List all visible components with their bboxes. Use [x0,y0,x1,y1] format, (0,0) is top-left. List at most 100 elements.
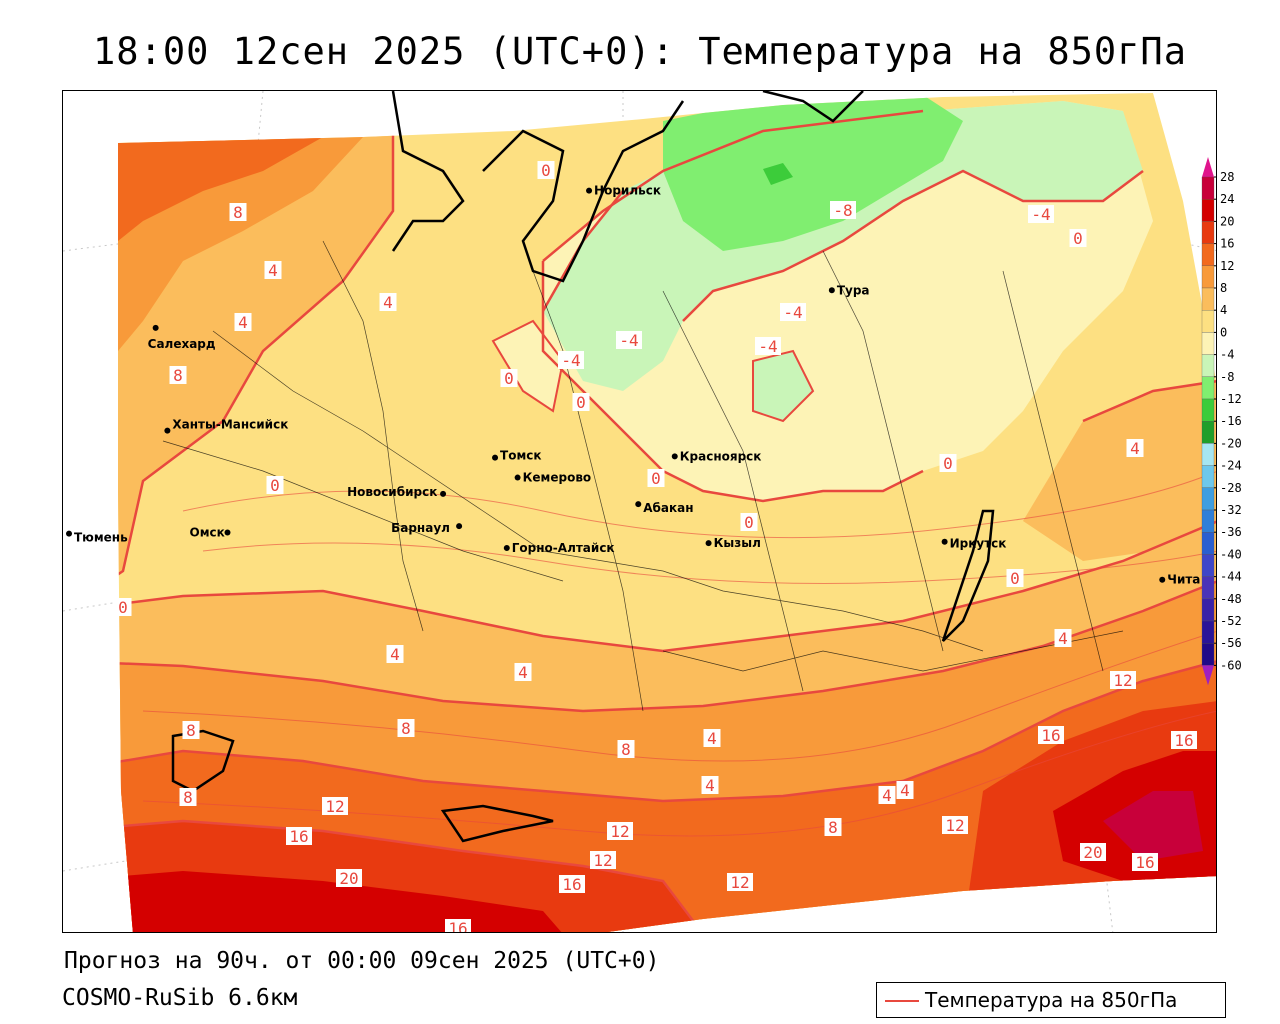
city-label: Чита [1167,573,1200,587]
contour-label: 0 [500,369,518,388]
contour-label: 16 [445,919,471,932]
svg-text:4: 4 [1130,439,1140,458]
band-12-16-nw [118,137,323,241]
city-label: Тура [837,283,870,297]
city-label: Кызыл [714,536,761,550]
colorbar: 28 24 20 16 12 8 4 0 -4 -8 -12 -16 -20 -24 -28 -32 -36 -4… [1201,157,1242,686]
colorbar-tick-label: 0 [1220,325,1227,339]
svg-text:-4: -4 [619,331,638,350]
svg-text:4: 4 [882,786,892,805]
contour-label: 4 [514,663,532,682]
colorbar-tick-label: 28 [1220,170,1234,184]
svg-text:8: 8 [621,740,631,759]
contour-label: 16 [286,827,312,846]
svg-text:16: 16 [1135,853,1154,872]
colorbar-segment [1201,354,1215,377]
city-label: Норильск [594,184,661,198]
svg-text:-4: -4 [783,303,802,322]
colorbar-segment [1201,176,1215,200]
contour-label: 12 [322,797,348,816]
svg-text:-8: -8 [833,201,852,220]
band-minus8-minus4-tura [753,351,813,421]
temperature-field [118,93,1216,932]
contour-label: 12 [607,822,633,841]
city-marker: Тюмень [66,530,128,545]
city-label: Салехард [148,337,216,351]
contour-label: 0 [537,161,555,180]
city-marker: Чита [1159,573,1200,587]
city-marker: Барнаул [391,521,463,535]
colorbar-tick-label: -28 [1220,481,1242,495]
svg-text:4: 4 [518,663,528,682]
city-label: Новосибирск [347,485,437,499]
contour-label: 8 [182,721,200,740]
svg-text:-4: -4 [1031,205,1050,224]
colorbar-segment [1201,421,1215,444]
contour-label: 8 [179,788,197,807]
svg-text:8: 8 [186,721,196,740]
city-marker: Иркутск [941,537,1007,551]
city-marker: Тура [828,283,870,297]
svg-text:8: 8 [401,719,411,738]
city-dot-icon [164,427,171,434]
contour-label: 12 [590,851,616,870]
contour-label: 8 [229,203,247,222]
city-label: Тюмень [74,531,128,545]
city-marker: Салехард [148,324,216,351]
svg-text:4: 4 [383,293,393,312]
svg-text:20: 20 [339,869,358,888]
contour-label: -4 [780,303,806,322]
svg-text:0: 0 [651,469,661,488]
svg-text:0: 0 [1073,229,1083,248]
colorbar-tick-label: -56 [1220,636,1242,650]
coastlines [171,91,995,843]
svg-text:-4: -4 [561,351,580,370]
svg-text:16: 16 [289,827,308,846]
band-minus16-minus12 [763,163,793,185]
svg-text:4: 4 [707,729,717,748]
contour-label: 4 [234,313,252,332]
city-label: Томск [500,449,542,463]
contour-label: 20 [1080,843,1106,862]
colorbar-segment [1201,643,1215,666]
svg-text:0: 0 [504,369,514,388]
city-marker: Норильск [586,184,661,198]
colorbar-tick-label: 12 [1220,259,1234,273]
svg-text:4: 4 [268,261,278,280]
legend-line-swatch [885,1000,919,1002]
contour-label: 4 [701,776,719,795]
contour-label: -4 [755,337,781,356]
contour-label: -4 [1028,205,1054,224]
city-label: Кемерово [523,471,592,485]
city-label: Иркутск [950,537,1007,551]
contour-label: 20 [336,869,362,888]
colorbar-tick-label: -16 [1220,414,1242,428]
svg-text:12: 12 [730,873,749,892]
city-dot-icon [152,324,159,331]
city-dot-icon [586,187,593,194]
colorbar-bottom-arrow [1202,665,1214,686]
contour-label: 0 [266,476,284,495]
legend-label: Температура на 850гПа [925,988,1178,1012]
city-dot-icon [635,501,642,508]
city-marker: Красноярск [671,449,761,463]
svg-text:12: 12 [610,822,629,841]
colorbar-segment [1201,487,1215,511]
model-info: COSMO-RuSib 6.6км [62,985,298,1011]
colorbar-segment [1201,221,1215,244]
contour-label: 0 [647,469,665,488]
city-marker: Томск [492,449,542,463]
city-dot-icon [224,529,231,536]
colorbar-tick-label: -48 [1220,592,1242,606]
svg-text:0: 0 [576,393,586,412]
forecast-info: Прогноз на 90ч. от 00:00 09сен 2025 (UTC… [64,948,660,974]
city-marker: Новосибирск [347,485,447,499]
contour-label: 4 [264,261,282,280]
contour-label: 4 [1126,439,1144,458]
city-marker: Омск [190,525,231,539]
colorbar-tick-label: -40 [1220,547,1242,561]
colorbar-segment [1201,287,1215,311]
contour-label: 4 [878,786,896,805]
band-minus4-0-ob [493,321,563,411]
